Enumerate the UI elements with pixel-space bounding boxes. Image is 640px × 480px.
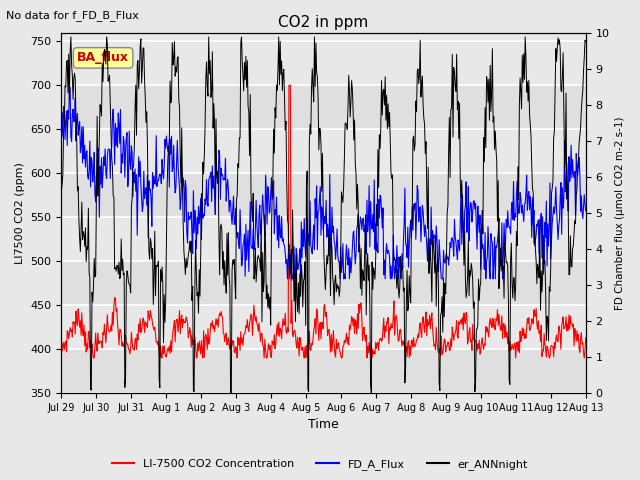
- Title: CO2 in ppm: CO2 in ppm: [278, 15, 369, 30]
- Bar: [61, 217, 586, 261]
- Text: No data for f_FD_B_Flux: No data for f_FD_B_Flux: [6, 10, 140, 21]
- Legend: LI-7500 CO2 Concentration, FD_A_Flux, er_ANNnight: LI-7500 CO2 Concentration, FD_A_Flux, er…: [108, 455, 532, 474]
- Bar: [61, 129, 586, 173]
- Bar: [61, 85, 586, 129]
- Bar: [61, 173, 586, 217]
- X-axis label: Time: Time: [308, 419, 339, 432]
- Text: BA_flux: BA_flux: [77, 51, 129, 64]
- Y-axis label: LI7500 CO2 (ppm): LI7500 CO2 (ppm): [15, 162, 25, 264]
- Bar: [61, 261, 586, 305]
- Bar: [61, 41, 586, 85]
- Y-axis label: FD Chamber flux (μmol CO2 m-2 s-1): FD Chamber flux (μmol CO2 m-2 s-1): [615, 116, 625, 310]
- Bar: [61, 349, 586, 393]
- Bar: [61, 305, 586, 349]
